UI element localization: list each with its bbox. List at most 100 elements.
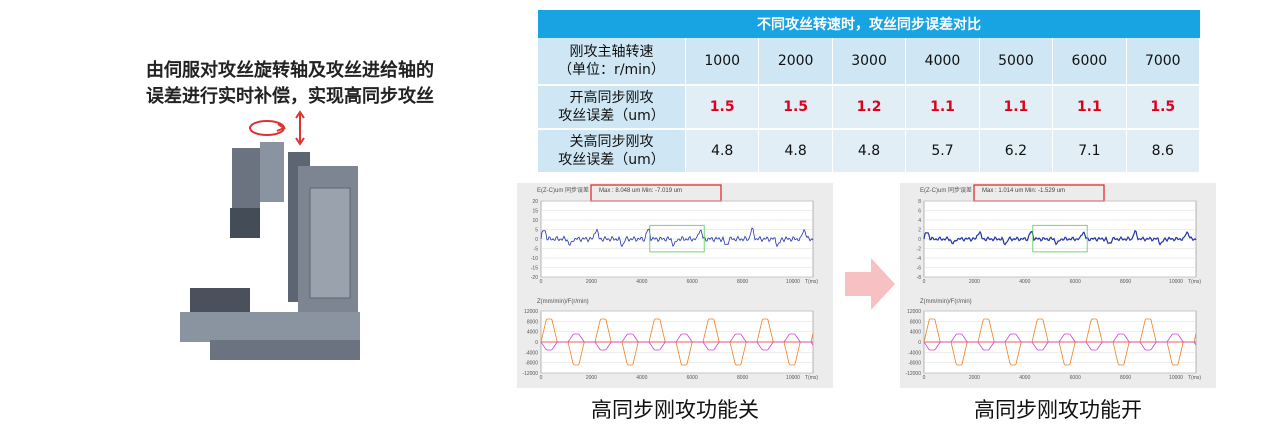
row-header-line: 攻丝误差（um） [558,108,665,124]
x-unit: T(ms) [1188,279,1201,285]
x-tick-label: 2000 [969,279,980,285]
y-tick-label: -8 [917,275,922,281]
row-header-line: （单位：r/min） [558,62,665,78]
table-cell: 2000 [759,38,833,86]
y-tick-label: -4000 [525,350,538,356]
x-tick-label: 0 [540,279,543,285]
error-trace [540,227,814,248]
y-tick-label: 8000 [910,319,921,325]
plot-label: E(Z-C)um 同步误差 [537,186,589,194]
y-tick-label: 6 [918,209,921,215]
x-unit: T(ms) [805,279,818,285]
feed-trace [923,333,1197,351]
y-tick-label: 8 [918,199,921,205]
x-tick-label: 2000 [969,375,980,381]
machine-illustration [180,110,360,360]
feed-trace [540,333,814,351]
y-tick-label: -5 [534,247,539,253]
table-title: 不同攻丝转速时，攻丝同步误差对比 [538,10,1200,38]
zoom-box [649,224,705,253]
y-tick-label: 4000 [527,330,538,336]
y-tick-label: 12000 [524,309,538,315]
x-tick-label: 10000 [1169,375,1183,381]
table-cell: 1.5 [1126,86,1200,130]
x-tick-label: 4000 [1019,279,1030,285]
x-tick-label: 8000 [1120,279,1131,285]
table-cell: 7.1 [1053,130,1127,174]
x-unit: T(ms) [805,375,818,381]
y-tick-label: -8000 [908,361,921,367]
x-tick-label: 8000 [737,375,748,381]
table-cell: 6.2 [979,130,1054,174]
y-tick-label: 0 [535,340,538,346]
y-tick-label: -4 [917,256,922,262]
y-tick-label: 8000 [527,319,538,325]
table-cell: 4.8 [686,130,760,174]
table-cell: 4.8 [759,130,833,174]
y-tick-label: -4000 [908,350,921,356]
y-tick-label: -8000 [525,361,538,367]
y-tick-label: 20 [532,199,538,205]
plot-label: Z(mm/min)/F(r/min) [920,299,972,305]
table-cell: 1.5 [686,86,760,130]
y-tick-label: 4 [918,218,921,224]
row-header-line: 攻丝误差（um） [558,152,665,168]
x-tick-label: 10000 [786,375,800,381]
intro-line: 误差进行实时补偿，实现高同步攻丝 [146,86,434,107]
y-tick-label: 15 [532,209,538,215]
chart-screenshot: E(Z-C)um 同步误差 Max : 8.048 um Min: -7.019 … [517,183,833,388]
row-header: 关高同步刚攻 攻丝误差（um） [538,130,686,174]
x-unit: T(ms) [1188,375,1201,381]
arrow [845,258,895,310]
x-tick-label: 6000 [687,279,698,285]
arrow-shape [845,258,895,310]
x-tick-label: 4000 [636,375,647,381]
y-tick-label: 0 [535,237,538,243]
y-tick-label: 4000 [910,330,921,336]
x-tick-label: 0 [540,375,543,381]
y-tick-label: 10 [532,218,538,224]
x-tick-label: 10000 [786,279,800,285]
x-tick-label: 4000 [636,279,647,285]
row-header-line: 开高同步刚攻 [569,90,654,106]
y-tick-label: 0 [918,237,921,243]
x-tick-label: 0 [923,279,926,285]
table-cell: 1.1 [979,86,1054,130]
plot-stats: Max : 8.048 um Min: -7.019 um [599,188,682,194]
y-tick-label: 0 [918,340,921,346]
y-tick-label: -15 [531,266,538,272]
table-cell: 1.2 [832,86,907,130]
row-header-line: 刚攻主轴转速 [569,44,654,60]
zoom-box [1032,224,1088,253]
y-tick-label: -12000 [905,371,921,377]
x-tick-label: 8000 [1120,375,1131,381]
y-tick-label: 12000 [907,309,921,315]
y-tick-label: -20 [531,275,538,281]
table-cell: 4.8 [832,130,907,174]
x-tick-label: 0 [923,375,926,381]
chart-screenshot: E(Z-C)um 同步误差 Max : 1.014 um Min: -1.529 … [900,183,1216,388]
table-cell: 4000 [906,38,980,86]
plot-label: E(Z-C)um 同步误差 [920,186,972,194]
x-tick-label: 6000 [1070,279,1081,285]
y-tick-label: -6 [917,266,922,272]
table-cell: 7000 [1126,38,1200,86]
y-tick-label: -2 [917,247,922,253]
intro-text: 由伺服对攻丝旋转轴及攻丝进给轴的 误差进行实时补偿，实现高同步攻丝 [100,58,480,110]
plot-label: Z(mm/min)/F(r/min) [537,299,589,305]
comparison-table: 不同攻丝转速时，攻丝同步误差对比 刚攻主轴转速 （单位：r/min） 1000 2000… [538,10,1200,174]
table-cell: 6000 [1053,38,1127,86]
x-tick-label: 6000 [1070,375,1081,381]
table-cell: 1.1 [906,86,980,130]
error-trace [923,229,1197,246]
x-tick-label: 8000 [737,279,748,285]
plot-stats: Max : 1.014 um Min: -1.529 um [982,188,1065,194]
y-tick-label: -10 [531,256,538,262]
row-header: 开高同步刚攻 攻丝误差（um） [538,86,686,130]
x-tick-label: 6000 [687,375,698,381]
y-tick-label: -12000 [522,371,538,377]
row-header-line: 关高同步刚攻 [569,134,654,150]
panel-caption: 高同步刚攻功能关 [591,398,759,422]
y-tick-label: 5 [535,228,538,234]
